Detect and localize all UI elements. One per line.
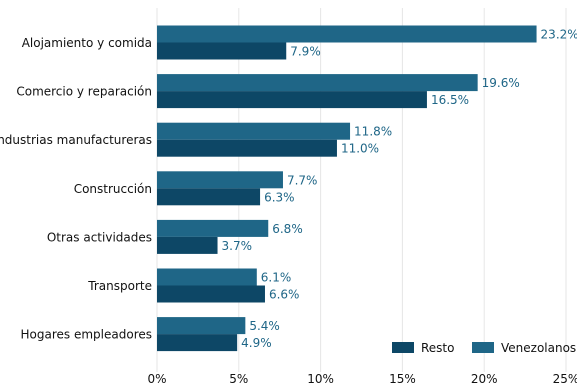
x-tick-label: 20% [471,372,498,383]
bar-venezolanos [157,219,269,237]
category-label: Alojamiento y comida [22,36,152,50]
bar-resto [157,91,427,109]
category-label: Comercio y reparación [16,85,152,99]
bar-venezolanos [157,268,257,286]
x-tick-label: 5% [229,372,248,383]
x-tick-label: 15% [389,372,416,383]
data-label: 3.7% [222,239,253,253]
x-tick-label: 10% [307,372,334,383]
legend-swatch-resto [392,342,414,353]
legend-label-venezolanos: Venezolanos [501,341,576,355]
data-label: 11.0% [341,142,379,156]
legend-label-resto: Resto [421,341,454,355]
data-label: 6.8% [272,222,303,236]
bar-venezolanos [157,171,283,189]
data-label: 7.9% [290,45,321,59]
bar-venezolanos [157,317,246,335]
x-tick-label: 0% [147,372,166,383]
bar-resto [157,236,218,254]
bar-venezolanos [157,122,351,140]
category-label: Transporte [87,279,152,293]
data-label: 6.1% [261,271,292,285]
data-label: 19.6% [482,76,520,90]
value-labels: 23.2% 7.9% 19.6% 16.5% 11.8% 11.0% 7.7% 6.3% 6.8… [222,28,577,351]
data-label: 7.7% [287,173,318,187]
bar-resto [157,334,238,352]
bar-resto [157,139,337,157]
x-axis-ticks: 0% 5% 10% 15% 20% 25% [147,372,577,383]
data-label: 16.5% [431,93,469,107]
x-tick-label: 25% [553,372,577,383]
bar-resto [157,188,261,206]
legend-swatch-venezolanos [472,342,494,353]
bars [157,25,537,352]
bar-venezolanos [157,74,478,92]
category-label: Construcción [74,182,152,196]
grid-lines [156,8,567,372]
category-label: Hogares empleadores [21,328,152,342]
bar-resto [157,42,287,60]
bar-resto [157,285,265,303]
data-label: 4.9% [241,336,272,350]
category-labels: Alojamiento y comida Comercio y reparació… [0,36,152,342]
category-label: Industrias manufactureras [0,133,152,147]
bar-venezolanos [157,25,537,43]
legend: Resto Venezolanos [392,341,576,355]
data-label: 5.4% [249,319,280,333]
data-label: 6.3% [264,190,295,204]
data-label: 23.2% [541,28,577,42]
category-label: Otras actividades [47,230,152,244]
data-label: 6.6% [269,288,300,302]
data-label: 11.8% [354,125,392,139]
